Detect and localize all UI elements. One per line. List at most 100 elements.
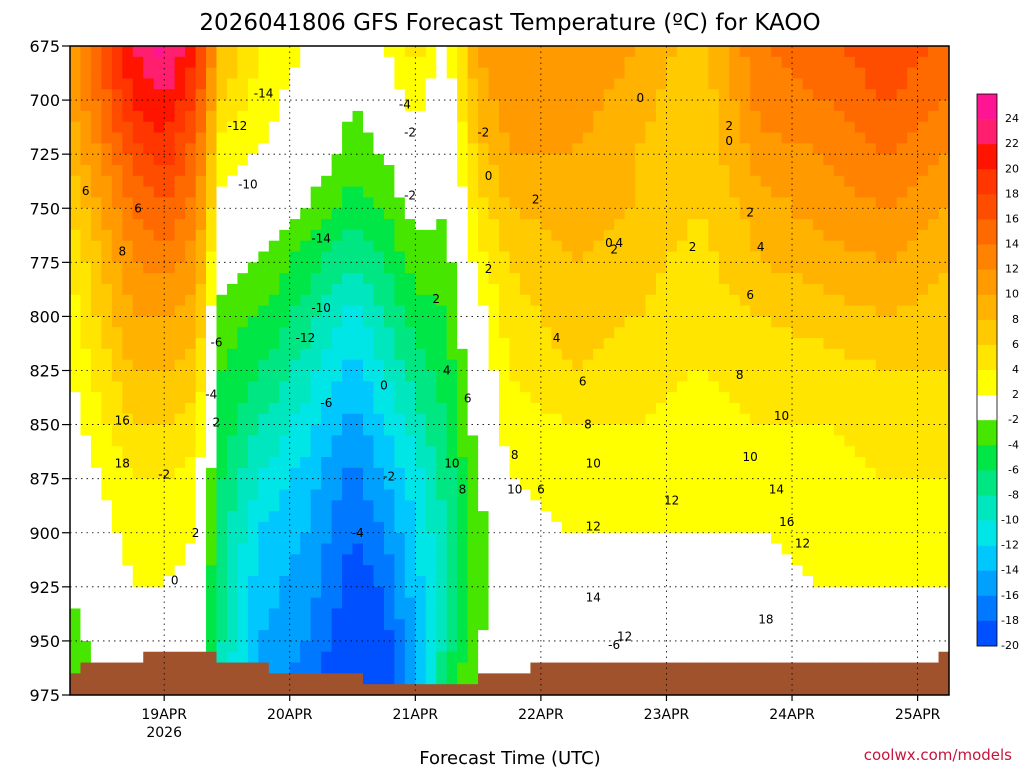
- temperature-cell: [457, 640, 469, 653]
- temperature-cell: [499, 576, 511, 588]
- temperature-cell: [164, 619, 176, 631]
- temperature-cell: [823, 532, 835, 545]
- temperature-cell: [394, 175, 406, 188]
- temperature-cell: [540, 262, 552, 274]
- temperature-cell: [844, 392, 856, 404]
- temperature-cell: [352, 413, 364, 426]
- temperature-cell: [258, 327, 270, 339]
- temperature-cell: [195, 467, 207, 480]
- temperature-cell: [781, 554, 793, 566]
- temperature-cell: [750, 262, 762, 274]
- temperature-cell: [425, 121, 437, 134]
- temperature-cell: [226, 294, 239, 307]
- temperature-cell: [771, 554, 783, 566]
- temperature-cell: [645, 424, 657, 436]
- temperature-cell: [823, 208, 835, 220]
- temperature-cell: [331, 121, 343, 134]
- temperature-cell: [907, 554, 919, 566]
- temperature-cell: [342, 283, 354, 296]
- temperature-cell: [216, 684, 228, 695]
- temperature-cell: [457, 240, 469, 253]
- temperature-cell: [792, 348, 804, 361]
- temperature-cell: [425, 478, 437, 491]
- temperature-cell: [321, 262, 333, 274]
- temperature-cell: [352, 608, 364, 620]
- temperature-cell: [509, 576, 521, 588]
- temperature-cell: [153, 662, 165, 674]
- temperature-cell: [907, 78, 919, 90]
- temperature-cell: [812, 359, 825, 372]
- temperature-cell: [572, 327, 584, 339]
- temperature-cell: [279, 229, 291, 242]
- temperature-cell: [729, 413, 741, 426]
- temperature-cell: [687, 392, 699, 404]
- temperature-cell: [519, 543, 532, 555]
- temperature-cell: [802, 467, 814, 480]
- temperature-cell: [739, 500, 751, 512]
- temperature-cell: [153, 532, 165, 545]
- temperature-cell: [582, 67, 594, 80]
- temperature-cell: [195, 56, 207, 69]
- temperature-cell: [509, 327, 521, 339]
- temperature-cell: [907, 240, 919, 253]
- temperature-cell: [603, 489, 615, 501]
- temperature-cell: [718, 511, 730, 523]
- temperature-cell: [122, 251, 134, 263]
- temperature-cell: [645, 164, 657, 177]
- temperature-cell: [279, 46, 291, 58]
- temperature-cell: [321, 100, 333, 112]
- temperature-cell: [164, 283, 176, 296]
- temperature-cell: [812, 348, 825, 361]
- temperature-cell: [101, 446, 113, 458]
- temperature-cell: [488, 229, 500, 242]
- temperature-cell: [153, 565, 165, 577]
- temperature-cell: [540, 651, 552, 664]
- temperature-cell: [582, 219, 594, 231]
- temperature-cell: [363, 392, 375, 404]
- temperature-cell: [781, 305, 793, 318]
- temperature-cell: [352, 521, 364, 534]
- temperature-cell: [896, 446, 908, 458]
- temperature-cell: [415, 392, 427, 404]
- temperature-cell: [289, 359, 301, 372]
- temperature-cell: [823, 619, 835, 631]
- temperature-cell: [300, 197, 312, 209]
- temperature-cell: [823, 651, 835, 664]
- temperature-cell: [907, 543, 919, 555]
- temperature-cell: [656, 294, 668, 307]
- temperature-cell: [551, 554, 563, 566]
- temperature-cell: [352, 305, 364, 318]
- temperature-cell: [614, 219, 626, 231]
- temperature-cell: [342, 67, 354, 80]
- temperature-cell: [185, 684, 197, 695]
- temperature-cell: [614, 511, 626, 523]
- temperature-cell: [457, 110, 469, 123]
- temperature-cell: [551, 651, 563, 664]
- temperature-cell: [237, 46, 249, 58]
- temperature-cell: [258, 608, 270, 620]
- temperature-cell: [676, 294, 688, 307]
- temperature-cell: [111, 273, 123, 285]
- temperature-cell: [718, 175, 730, 188]
- temperature-cell: [551, 121, 563, 134]
- temperature-cell: [153, 240, 165, 253]
- temperature-cell: [101, 110, 113, 123]
- temperature-cell: [373, 467, 385, 480]
- temperature-cell: [237, 219, 249, 231]
- temperature-cell: [875, 619, 887, 631]
- temperature-cell: [666, 316, 678, 328]
- temperature-cell: [258, 56, 270, 69]
- temperature-cell: [237, 446, 249, 458]
- temperature-cell: [875, 467, 887, 480]
- temperature-cell: [300, 359, 312, 372]
- temperature-cell: [467, 446, 479, 458]
- temperature-cell: [70, 684, 82, 695]
- temperature-cell: [101, 67, 113, 80]
- temperature-cell: [739, 446, 751, 458]
- temperature-cell: [111, 424, 123, 436]
- temperature-cell: [143, 489, 155, 501]
- temperature-cell: [823, 457, 835, 469]
- temperature-cell: [509, 500, 521, 512]
- temperature-cell: [247, 435, 259, 447]
- temperature-cell: [383, 662, 395, 674]
